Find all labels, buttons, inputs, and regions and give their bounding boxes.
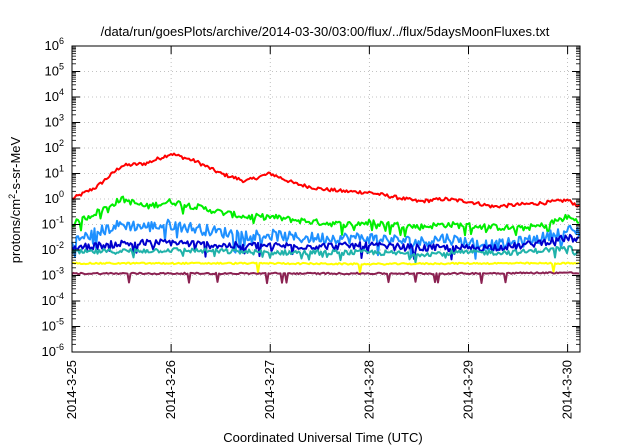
x-tick-label: 2014-3-28 [361, 360, 376, 419]
x-tick-label: 2014-3-27 [262, 360, 277, 419]
y-tick-label: 102 [45, 138, 64, 155]
series-line-1 [71, 195, 580, 238]
y-tick-base: 10 [42, 268, 56, 283]
y-tick-label: 10-6 [42, 342, 64, 359]
y-tick-exp: 0 [59, 189, 64, 199]
y-tick-exp: -2 [56, 240, 64, 250]
series-line-4 [71, 245, 580, 264]
y-tick-exp: -6 [56, 342, 64, 352]
y-tick-base: 10 [45, 166, 59, 181]
x-tick-labels: 2014-3-25 2014-3-26 2014-3-27 2014-3-28 2014… [64, 360, 575, 419]
series-line-0 [71, 152, 580, 209]
y-tick-label: 105 [45, 62, 64, 79]
y-tick-base: 10 [42, 217, 56, 232]
ticks [71, 45, 580, 353]
y-tick-label: 10-3 [42, 266, 64, 283]
y-tick-label: 101 [45, 164, 64, 181]
y-tick-label: 10-4 [42, 291, 64, 308]
y-tick-exp: 1 [59, 164, 64, 174]
y-tick-exp: 4 [59, 87, 64, 97]
y-tick-base: 10 [45, 115, 59, 130]
y-tick-label: 10-2 [42, 240, 64, 257]
y-tick-base: 10 [45, 38, 59, 53]
x-tick-label: 2014-3-26 [163, 360, 178, 419]
y-tick-base: 10 [42, 293, 56, 308]
y-tick-label: 104 [45, 87, 64, 104]
y-tick-label: 100 [45, 189, 64, 206]
y-tick-exp: 5 [59, 62, 64, 72]
y-tick-label: 10-1 [42, 215, 64, 232]
y-tick-exp: 2 [59, 138, 64, 148]
y-tick-base: 10 [45, 140, 59, 155]
y-tick-exp: -3 [56, 266, 64, 276]
y-tick-base: 10 [42, 242, 56, 257]
y-tick-exp: -1 [56, 215, 64, 225]
y-tick-exp: 6 [59, 36, 64, 46]
x-axis-label: Coordinated Universal Time (UTC) [223, 430, 422, 445]
y-axis-label: protons/cm2-s-sr-MeV [7, 136, 23, 263]
y-axis-label-post: -s-sr-MeV [8, 136, 23, 193]
y-tick-exp: -5 [56, 317, 64, 327]
x-tick-label: 2014-3-30 [560, 360, 575, 419]
series-line-6 [71, 271, 580, 285]
y-tick-base: 10 [45, 89, 59, 104]
x-tick-label: 2014-3-25 [64, 360, 79, 419]
series-layer [71, 152, 580, 285]
y-tick-base: 10 [42, 344, 56, 359]
series-line-3 [71, 233, 580, 261]
y-tick-base: 10 [42, 319, 56, 334]
grid [72, 46, 580, 352]
y-tick-base: 10 [45, 64, 59, 79]
y-tick-label: 10-5 [42, 317, 64, 334]
y-tick-base: 10 [45, 191, 59, 206]
series-line-5 [71, 261, 580, 274]
y-axis-label-pre: protons/cm [8, 199, 23, 263]
y-tick-label: 103 [45, 113, 64, 130]
chart-title: /data/run/goesPlots/archive/2014-03-30/0… [101, 24, 550, 39]
y-tick-exp: -4 [56, 291, 64, 301]
y-axis-label-sup: 2 [7, 194, 17, 199]
y-tick-labels: 10-610-510-410-310-210-11001011021031041… [42, 36, 64, 359]
y-tick-exp: 3 [59, 113, 64, 123]
x-tick-label: 2014-3-29 [460, 360, 475, 419]
y-tick-label: 106 [45, 36, 64, 53]
